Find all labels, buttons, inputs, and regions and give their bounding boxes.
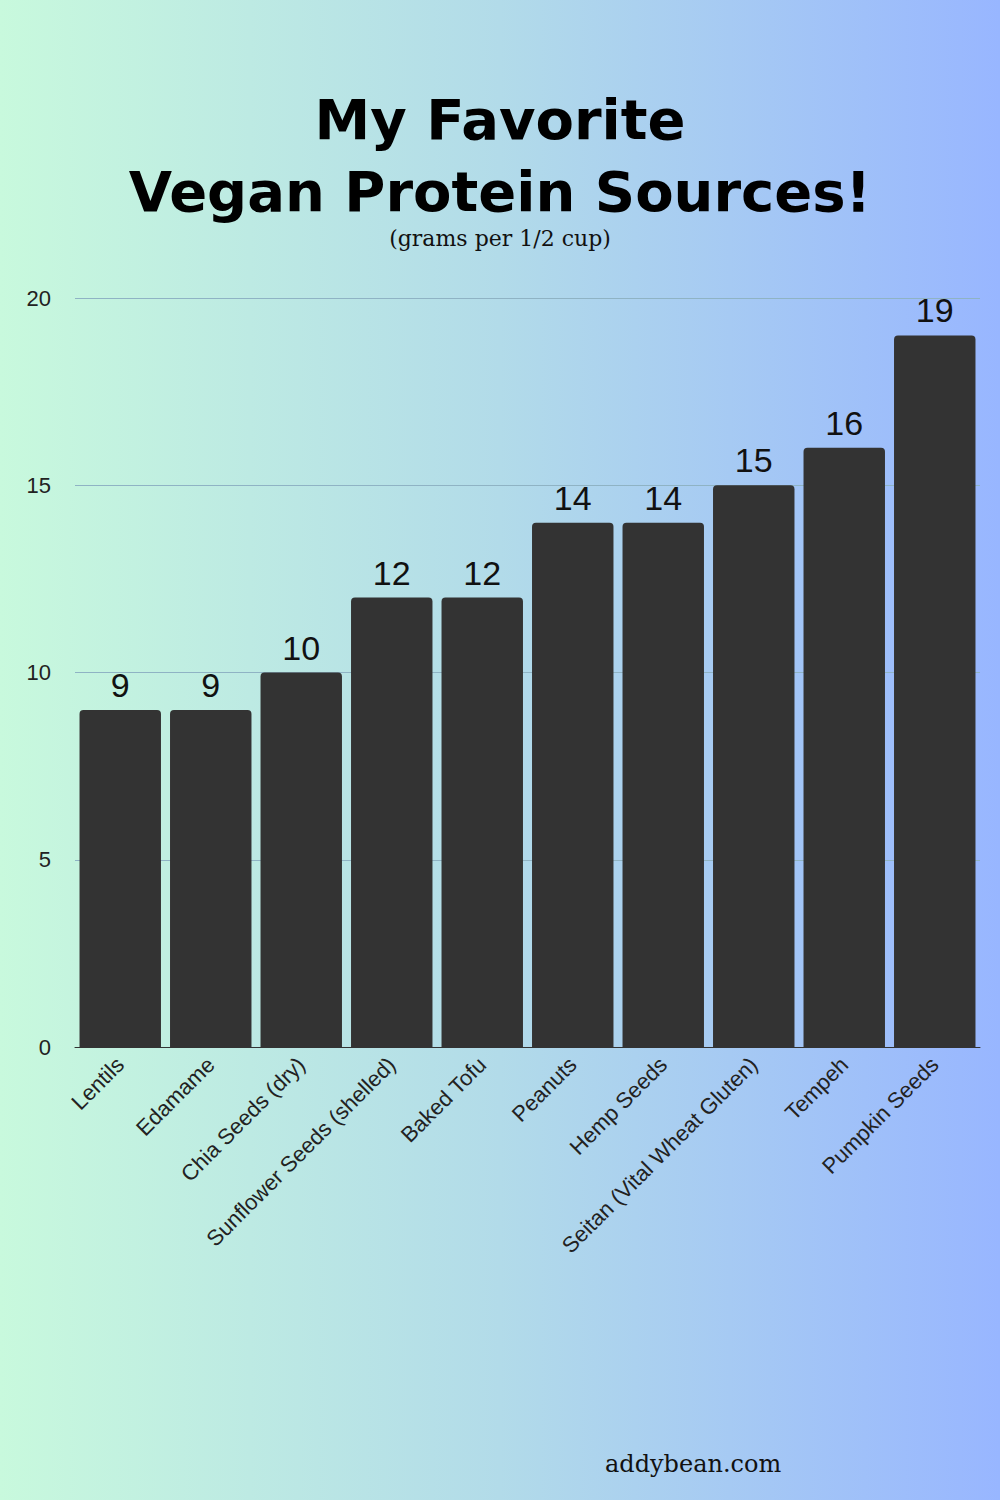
- svg-text:9: 9: [111, 666, 130, 704]
- svg-text:Chia Seeds (dry): Chia Seeds (dry): [175, 1052, 311, 1187]
- svg-text:0: 0: [39, 1035, 51, 1060]
- svg-text:My Favorite: My Favorite: [314, 87, 685, 152]
- svg-text:Hemp Seeds: Hemp Seeds: [564, 1052, 673, 1160]
- svg-text:Baked Tofu: Baked Tofu: [396, 1052, 491, 1147]
- svg-text:(grams per 1/2 cup): (grams per 1/2 cup): [389, 226, 611, 251]
- svg-text:20: 20: [27, 286, 51, 311]
- svg-text:12: 12: [373, 554, 411, 592]
- svg-text:15: 15: [735, 441, 773, 479]
- svg-text:16: 16: [825, 404, 863, 442]
- svg-text:15: 15: [27, 473, 51, 498]
- svg-text:12: 12: [463, 554, 501, 592]
- svg-text:19: 19: [916, 291, 954, 329]
- svg-text:10: 10: [282, 629, 320, 667]
- svg-text:Peanuts: Peanuts: [507, 1052, 582, 1127]
- svg-text:10: 10: [27, 660, 51, 685]
- svg-text:Seitan (Vital Wheat Gluten): Seitan (Vital Wheat Gluten): [557, 1052, 763, 1258]
- svg-text:14: 14: [644, 479, 682, 517]
- svg-text:addybean.com: addybean.com: [605, 1450, 781, 1478]
- svg-text:Tempeh: Tempeh: [780, 1052, 853, 1125]
- svg-text:14: 14: [554, 479, 592, 517]
- svg-text:9: 9: [201, 666, 220, 704]
- svg-text:Edamame: Edamame: [131, 1052, 220, 1141]
- svg-text:5: 5: [39, 847, 51, 872]
- svg-text:Lentils: Lentils: [66, 1052, 129, 1115]
- svg-text:Vegan Protein Sources!: Vegan Protein Sources!: [129, 159, 871, 224]
- svg-text:Pumpkin Seeds: Pumpkin Seeds: [817, 1052, 944, 1179]
- svg-text:Sunflower Seeds (shelled): Sunflower Seeds (shelled): [201, 1052, 400, 1251]
